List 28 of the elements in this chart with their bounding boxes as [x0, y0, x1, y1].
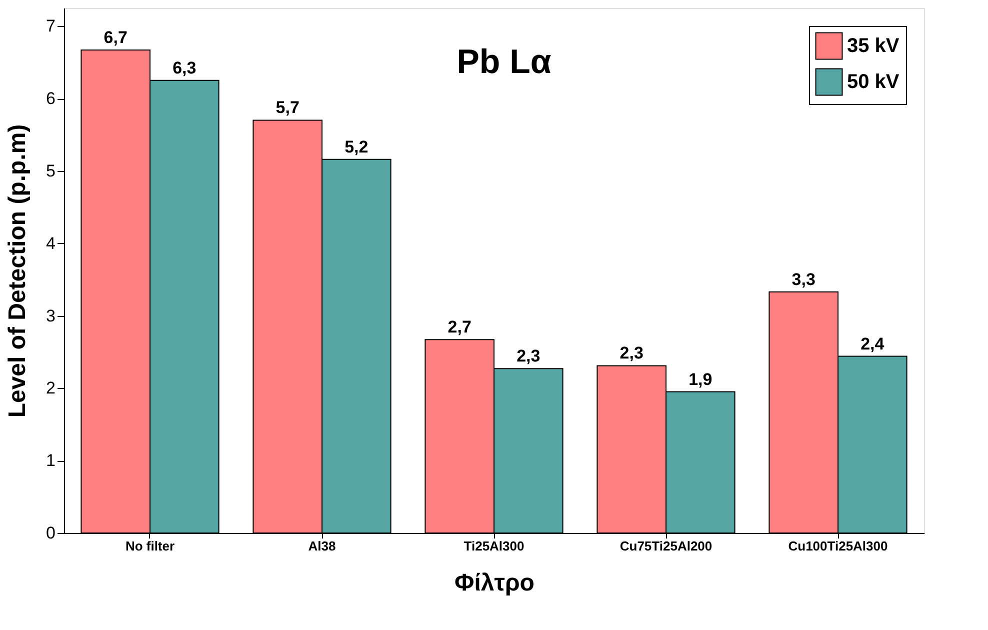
x-axis-title: Φίλτρο [454, 570, 534, 596]
y-tick-label: 3 [46, 306, 56, 326]
y-axis-title: Level of Detection (p.p.m) [4, 124, 32, 418]
data-label: 1,9 [688, 370, 712, 389]
y-tick-label: 1 [46, 451, 56, 470]
data-label: 6,7 [104, 28, 128, 47]
data-label: 5,2 [344, 137, 368, 156]
data-label: 3,3 [792, 270, 816, 289]
y-tick-label: 7 [46, 16, 56, 36]
data-label: 2,3 [516, 346, 540, 366]
legend-label: 50 kV [847, 71, 900, 93]
y-tick-label: 2 [46, 378, 56, 398]
y-tick-label: 4 [46, 234, 56, 253]
data-label: 6,3 [172, 58, 196, 78]
data-label: 2,3 [620, 344, 644, 363]
x-tick-label: Cu100Ti25Al300 [788, 538, 888, 554]
legend-label: 35 kV [847, 35, 900, 57]
y-tick-label: 6 [46, 89, 56, 108]
y-tick-label: 5 [46, 161, 56, 180]
data-label: 5,7 [276, 98, 300, 118]
x-tick-label: Cu75Ti25Al200 [620, 538, 712, 554]
data-label: 2,7 [448, 318, 472, 337]
x-tick-label: No filter [125, 538, 175, 554]
y-tick-label: 0 [46, 524, 56, 542]
data-label: 2,4 [860, 334, 885, 354]
x-tick-label: Ti25Al300 [464, 538, 524, 554]
text: Pb Lα [456, 43, 552, 81]
x-tick-label: Al38 [308, 538, 336, 554]
